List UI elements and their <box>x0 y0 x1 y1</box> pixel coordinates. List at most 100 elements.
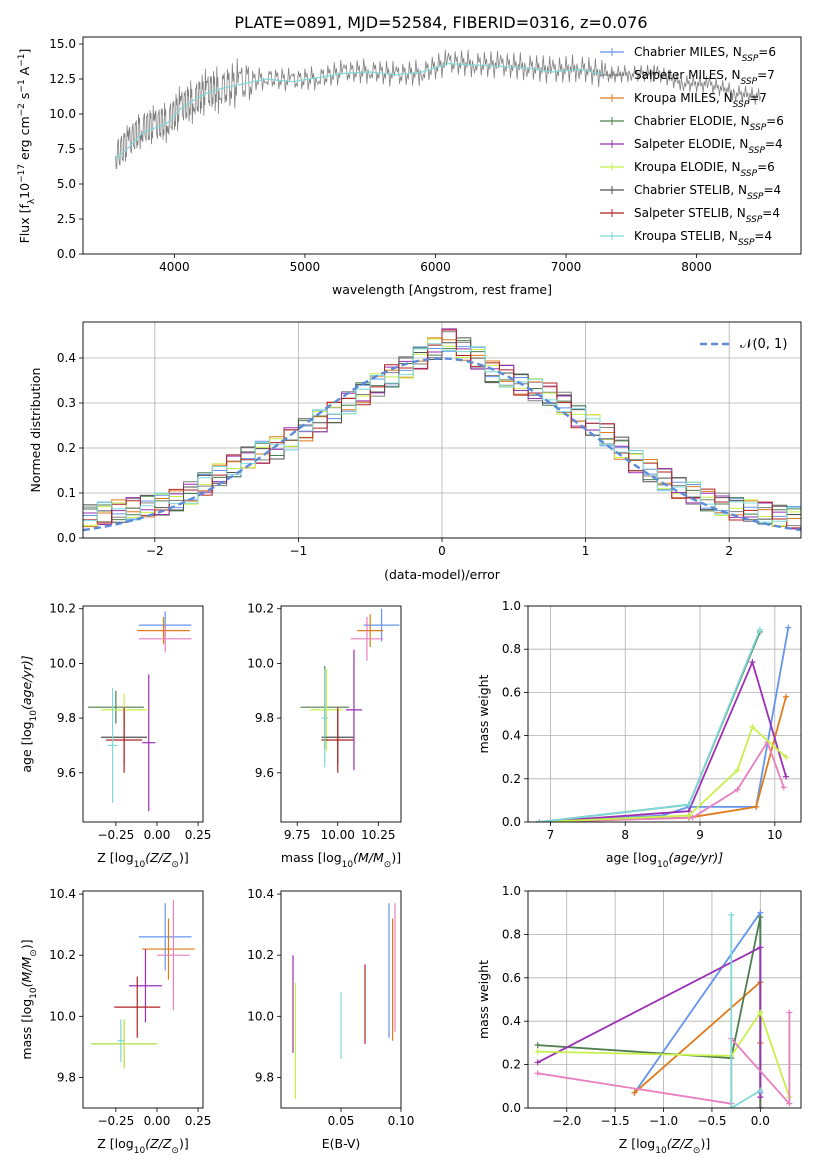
massweight-vs-z-series-marker <box>786 1100 793 1107</box>
age-vs-mass-xlabel-part: mass [log <box>281 850 342 865</box>
massweight-vs-z-series-marker <box>534 1059 541 1066</box>
massweight-vs-age-series-marker <box>734 767 741 774</box>
legend-entry-label: Chabrier ELODIE, NSSP=6 <box>634 114 784 133</box>
legend-entry-part: SSP <box>733 100 750 110</box>
residuals-ytick-label: 0.1 <box>57 486 76 500</box>
massweight-vs-age-xlabel-part: 10 <box>657 860 669 870</box>
legend-entry-part: =4 <box>765 137 783 151</box>
residuals-xlabel-part: (data-model)/error <box>384 567 501 582</box>
massweight-vs-age-series-marker <box>783 693 790 700</box>
spectrum-ytick-label: 5.0 <box>57 177 76 191</box>
massweight-vs-age-xlabel-part: (age/yr)] <box>668 850 723 865</box>
legend-entry-part: =7 <box>749 91 767 105</box>
massweight-vs-age-series <box>539 629 761 822</box>
legend-entry-label: Chabrier STELIB, NSSP=4 <box>634 183 781 202</box>
mass-vs-z-xlabel-part: Z [log <box>97 1136 133 1151</box>
massweight-vs-z-frame <box>527 890 802 1109</box>
spectrum-ylabel-part: 10 <box>17 183 32 199</box>
age-vs-z-ytick-label: 10.0 <box>49 656 76 670</box>
mass-vs-z-point <box>91 1019 157 1069</box>
mass-vs-ebv-axes: 0.05 0.10 9.8 10.0 10.2 10.4 E(B-V) <box>247 887 414 1151</box>
massweight-vs-age-series-marker <box>756 626 763 633</box>
spectrum-ylabel-part: erg cm <box>17 116 32 164</box>
massweight-vs-z-series-marker <box>728 911 735 918</box>
legend-entry-part: Salpeter MILES, N <box>634 68 741 82</box>
spectrum-ylabel-part: λ <box>27 198 37 204</box>
massweight-vs-z-xlabel-part: (Z/Z <box>667 1136 694 1151</box>
massweight-vs-age-ytick-label: 0.0 <box>502 815 521 829</box>
spectrum-ylabel-part: −1 <box>17 79 27 92</box>
mass-vs-z-point <box>117 1019 125 1063</box>
mass-vs-z-point <box>156 900 190 1011</box>
age-vs-z-ylabel-part: (age/yr)] <box>19 655 34 710</box>
massweight-vs-z-ylabel-part: mass weight <box>476 960 491 1039</box>
age-vs-z-point <box>107 688 118 803</box>
spectrum-ylabel-part: −17 <box>17 164 27 183</box>
mass-vs-z-xtick-label: 0.25 <box>185 1114 212 1128</box>
mass-vs-ebv-xtick-label: 0.05 <box>328 1114 355 1128</box>
legend-entry-part: =6 <box>758 45 776 59</box>
massweight-vs-z-ylabel: mass weight <box>476 960 491 1039</box>
massweight-vs-z-xtick-label: −1.5 <box>601 1114 630 1128</box>
age-vs-mass-plot <box>300 608 400 773</box>
legend-entry-part: Kroupa STELIB, N <box>634 229 738 243</box>
massweight-vs-z-ytick-label: 0.8 <box>502 927 521 941</box>
massweight-vs-z-series-marker <box>757 914 764 921</box>
massweight-vs-z-xlabel-part: ⊙ <box>693 1146 701 1156</box>
massweight-vs-z-series <box>537 946 762 1098</box>
massweight-vs-age-xtick-label: 8 <box>621 828 629 842</box>
legend-entry-part: =6 <box>766 114 784 128</box>
mass-vs-z-ytick-label: 10.0 <box>49 1009 76 1023</box>
mass-vs-ebv-ytick-label: 9.8 <box>255 1070 274 1084</box>
legend-entry-part: =4 <box>762 206 780 220</box>
legend-entry-part: SSP <box>741 169 758 179</box>
age-vs-mass-point <box>321 668 329 768</box>
spectrum-axes: 4000 5000 6000 7000 8000 0.0 2.5 5.0 7.5 10.0 12.5… <box>17 36 802 297</box>
age-vs-z-axes: −0.25 0.00 0.259.69.810.010.2Z [log10(Z/Z⊙… <box>19 602 211 870</box>
spectrum-data-line <box>115 49 762 170</box>
age-vs-mass-xtick-label: 9.75 <box>284 828 311 842</box>
age-vs-mass-xlabel-part: 10 <box>342 860 354 870</box>
mass-vs-z-axes: −0.25 0.00 0.259.810.010.210.4Z [log10(Z/Z… <box>19 887 211 1156</box>
massweight-vs-age-ytick-label: 1.0 <box>502 599 521 613</box>
massweight-vs-age-ytick-label: 0.6 <box>502 685 521 699</box>
spectrum-xtick-label: 8000 <box>681 260 712 274</box>
mass-vs-z-point <box>114 976 161 1038</box>
massweight-vs-z-ytick-label: 0.4 <box>502 1014 521 1028</box>
massweight-vs-age-series <box>539 696 787 822</box>
massweight-vs-z-series-marker <box>534 1042 541 1049</box>
legend-entry-part: SSP <box>747 192 764 202</box>
mass-vs-z-xlabel-part: )] <box>179 1136 189 1151</box>
age-vs-mass-xtick-label: 10.00 <box>321 828 355 842</box>
residuals-ylabel-part: Normed distribution <box>28 368 43 493</box>
mass-vs-z-xtick-label: −0.25 <box>97 1114 134 1128</box>
spectrum-ylabel-part: −2 <box>17 103 27 116</box>
legend-entry-part: =7 <box>757 68 775 82</box>
mass-vs-ebv-plot <box>292 903 396 1099</box>
mass-vs-ebv-xlabel-part: E(B-V) <box>322 1136 361 1151</box>
massweight-vs-z-series-marker <box>631 1089 638 1096</box>
age-vs-z-point <box>137 616 190 645</box>
age-vs-mass-frame <box>280 605 402 823</box>
residuals-xtick-label: −1 <box>290 544 308 558</box>
spectrum-ytick-label: 7.5 <box>57 142 76 156</box>
mass-vs-z-ylabel-part: ⊙ <box>29 949 39 957</box>
massweight-vs-z-series-marker <box>757 944 764 951</box>
mass-vs-z-ylabel-part: (M/M <box>19 957 34 988</box>
chart-layer: 4000 5000 6000 7000 80000.02.55.07.510.012.5… <box>17 36 802 1156</box>
spectrum-ylabel-part: s <box>17 93 32 104</box>
age-vs-mass-point <box>350 616 384 661</box>
age-vs-mass-xlabel: mass [log10(M/M⊙)] <box>281 850 401 870</box>
age-vs-z-xtick-label: −0.25 <box>97 828 134 842</box>
legend-entry-part: Chabrier STELIB, N <box>634 183 747 197</box>
legend-entry-part: Salpeter STELIB, N <box>634 206 746 220</box>
age-vs-mass-point <box>357 614 384 648</box>
age-vs-mass-ytick-label: 9.8 <box>255 711 274 725</box>
legend-entry-part: Chabrier MILES, N <box>634 45 742 59</box>
massweight-vs-age-series-marker <box>749 723 756 730</box>
spectrum-ylabel-part: Flux [f <box>17 204 32 244</box>
legend-entry-part: SSP <box>746 215 763 225</box>
age-vs-mass-point <box>345 649 363 771</box>
age-vs-z-ytick-label: 10.2 <box>49 602 76 616</box>
